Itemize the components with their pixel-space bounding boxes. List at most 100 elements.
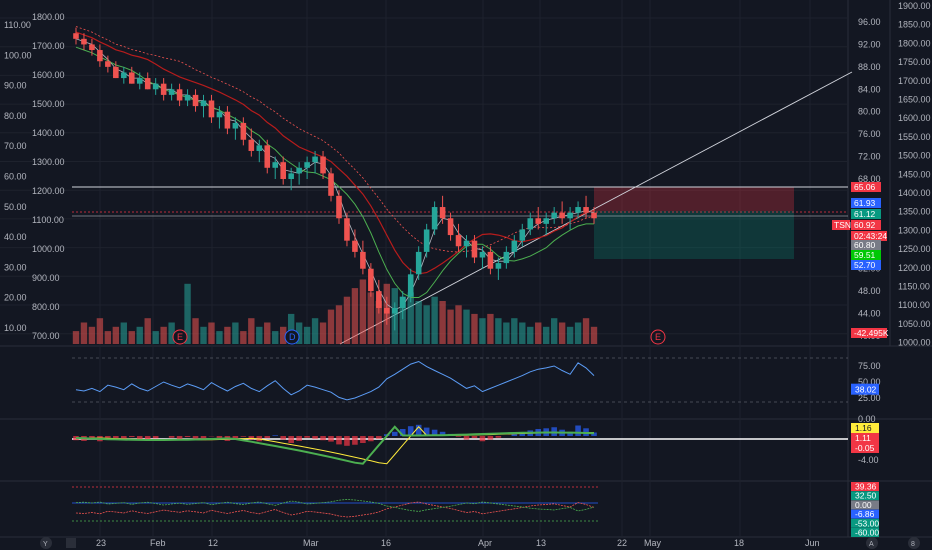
macd-histogram-bar [391,431,398,436]
macd-histogram-bar [184,436,191,438]
left-inner-tick-label: 1100.00 [32,215,64,225]
left-price-axis: 110.00 100.00 90.00 80.00 70.00 60.00 50.00 40.… [4,12,65,341]
macd-histogram-bar [471,436,478,439]
macd-histogram-bar [360,436,366,443]
right-index-tick-label: 1150.00 [898,282,930,292]
right-index-tick-label: 1850.00 [898,20,931,30]
volume-bar [224,326,231,344]
left-inner-tick-label: 1500.00 [32,99,65,109]
candle-body [184,94,191,101]
left-inner-tick-label: 900.00 [32,273,60,283]
candle-body [431,207,438,230]
rsi-tick-label: 50.00 [858,377,881,387]
candle-body [583,207,589,213]
macd-histogram-bar [487,436,494,440]
volume-bar [208,322,215,344]
position-tool[interactable] [594,187,794,259]
right-price-tick-label: 84.00 [858,84,881,94]
volume-bar [455,305,462,344]
candle-body [527,218,534,230]
volume-bar [590,326,598,344]
candle-body [296,167,302,174]
volume-bar [359,279,367,344]
macd-histogram-bar [144,436,151,441]
volume-bar [519,322,526,344]
time-axis-label: May [644,538,662,548]
footer-label: 8 [911,541,915,548]
right-price-tick-label: 76.00 [858,129,881,139]
macd-line [75,425,595,465]
left-outer-tick-label: 110.00 [4,20,31,30]
left-outer-tick-label: 100.00 [4,50,32,60]
candle-body [360,251,366,269]
dmi-value-label: -53.00 [855,518,879,528]
left-inner-tick-label: 700.00 [32,331,60,341]
rsi-tick-label: 75.00 [858,361,881,371]
macd-histogram-bar [399,429,406,436]
right-index-tick-label: 1500.00 [898,151,931,161]
candle-body [152,83,159,90]
candle-body [407,274,414,297]
volume-bar [72,331,80,344]
macd-histogram-bar [591,432,597,436]
volume-bar [495,318,502,344]
candle-body [320,156,326,174]
right-index-tick-label: 1300.00 [898,225,931,235]
volume-bars [72,279,598,344]
volume-bar [272,331,279,344]
candle-body [256,145,263,151]
dmi-value-bg [851,500,879,510]
price-label: 52.70 [854,260,876,270]
dmi-value-label: -60.00 [855,528,879,538]
candle-body [423,229,430,252]
candle-body [216,111,223,118]
volume-bar [303,326,311,344]
volume-bar [535,322,542,344]
volume-bar [487,313,494,344]
candle-body [567,212,573,219]
ma-dotted-line [75,26,595,253]
right-index-tick-label: 1700.00 [898,76,931,86]
dmi-value-label: 39.36 [855,482,877,492]
macd-value-label: 1.16 [855,423,872,433]
candle-body [105,61,111,67]
macd-histogram-bar [352,436,358,445]
macd-histogram-bar [248,436,255,440]
volume-bar [375,301,383,344]
candle-body [519,229,526,241]
volume-bar [479,318,486,344]
macd-histogram-bar [368,436,374,442]
right-index-tick-label: 1050.00 [898,319,931,329]
candle-body [200,100,207,107]
price-label-bg [851,231,887,241]
event-marker-label: E [655,332,661,342]
macd-tick-label: 0.00 [858,414,876,424]
candle-body [376,291,382,308]
candle-body [232,122,239,129]
volume-bar [367,292,375,344]
drawing-lines[interactable] [72,71,853,345]
right-index-tick-label: 1200.00 [898,263,931,273]
right-price-tick-label: 92.00 [858,39,881,49]
price-label-bg [851,209,881,219]
volume-bar [248,318,255,344]
right-index-tick-label: 1900.00 [898,1,931,11]
macd-histogram-bar [232,436,239,439]
volume-bar [96,318,104,344]
price-label-bg [851,198,881,208]
macd-histogram-bar [344,436,350,446]
time-axis-label: 16 [381,538,391,548]
price-label: 02:43:24 [854,231,887,241]
right-price-tick-label: 96.00 [858,17,881,27]
macd-histogram-bar [304,436,310,438]
candle-body [288,173,294,179]
candle-body [559,212,565,219]
trend-line [339,71,853,345]
dmi-value-bg [851,482,879,491]
macd-histogram-bar [455,436,462,437]
candle-body [591,212,597,219]
candle-body [144,78,151,90]
